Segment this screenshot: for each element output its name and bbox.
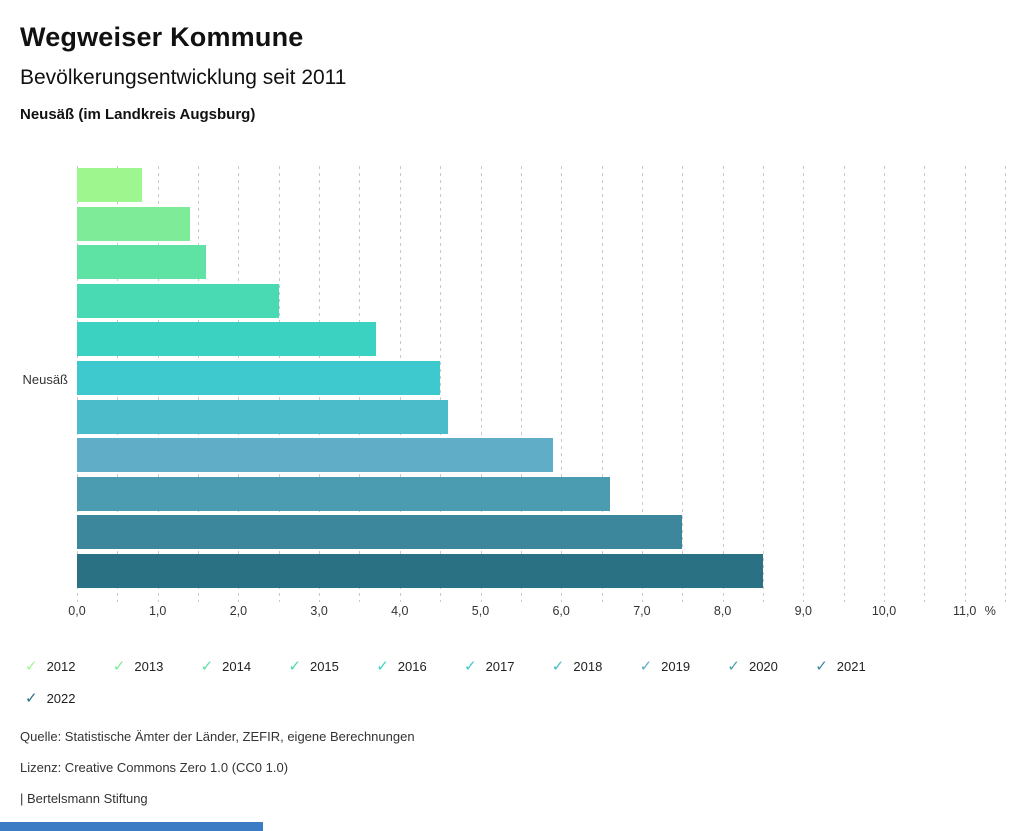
legend-item-2016[interactable]: ✓ 2016 bbox=[376, 657, 427, 675]
gridline bbox=[884, 166, 885, 602]
check-icon: ✓ bbox=[639, 657, 653, 675]
x-tick-label: 7,0 bbox=[633, 604, 651, 618]
gridline bbox=[803, 166, 805, 602]
gridline bbox=[762, 166, 764, 602]
bottom-partial-bar bbox=[0, 822, 263, 831]
x-tick-label: 4,0 bbox=[391, 604, 409, 618]
legend-item-2018[interactable]: ✓ 2018 bbox=[552, 657, 603, 675]
bar-2017[interactable] bbox=[77, 361, 441, 395]
gridline bbox=[480, 166, 482, 602]
legend-item-2014[interactable]: ✓ 2014 bbox=[201, 657, 252, 675]
check-icon: ✓ bbox=[288, 657, 301, 675]
check-icon: ✓ bbox=[551, 657, 565, 675]
x-tick-label: 3,0 bbox=[310, 604, 328, 618]
page-title: Wegweiser Kommune bbox=[20, 22, 304, 52]
legend-item-2019[interactable]: ✓ 2019 bbox=[640, 657, 691, 675]
legend-year-label: 2022 bbox=[46, 690, 76, 706]
attribution-note: | Bertelsmann Stiftung bbox=[20, 791, 148, 806]
legend-year-label: 2016 bbox=[397, 658, 427, 674]
check-icon: ✓ bbox=[727, 657, 740, 675]
gridline bbox=[1005, 166, 1007, 602]
gridline bbox=[682, 166, 684, 602]
bar-2015[interactable] bbox=[77, 283, 279, 318]
check-icon: ✓ bbox=[200, 657, 214, 675]
legend-item-2013[interactable]: ✓ 2013 bbox=[113, 657, 164, 675]
chart-title: Bevölkerungsentwicklung seit 2011 bbox=[20, 66, 347, 89]
legend-year-label: 2018 bbox=[573, 658, 603, 674]
legend-item-2021[interactable]: ✓ 2021 bbox=[815, 657, 866, 675]
bar-2019[interactable] bbox=[77, 438, 554, 473]
check-icon: ✓ bbox=[112, 657, 126, 675]
check-icon: ✓ bbox=[464, 657, 477, 675]
x-tick-label: 1,0 bbox=[148, 604, 167, 618]
legend-item-2012[interactable]: ✓ 2012 bbox=[25, 657, 76, 675]
legend-year-label: 2014 bbox=[222, 658, 252, 674]
legend-item-2020[interactable]: ✓ 2020 bbox=[727, 657, 778, 675]
x-tick-label: 0,0 bbox=[68, 604, 86, 618]
bar-2018[interactable] bbox=[77, 399, 449, 434]
legend-year-label: 2013 bbox=[134, 658, 164, 674]
gridline bbox=[722, 166, 724, 602]
x-tick-label: 2,0 bbox=[229, 604, 248, 618]
bar-2021[interactable] bbox=[77, 515, 683, 550]
gridline bbox=[964, 166, 966, 602]
x-tick-label: 6,0 bbox=[552, 604, 570, 618]
legend-year-label: 2021 bbox=[836, 658, 866, 674]
gridline bbox=[520, 166, 522, 602]
source-note: Quelle: Statistische Ämter der Länder, Z… bbox=[20, 729, 415, 744]
x-axis-unit-label: % bbox=[984, 604, 996, 618]
check-icon: ✓ bbox=[25, 689, 38, 707]
bar-2012[interactable] bbox=[77, 168, 142, 202]
legend-item-2017[interactable]: ✓ 2017 bbox=[464, 657, 515, 675]
x-tick-label: 5,0 bbox=[471, 604, 490, 618]
chart-region: Neusäß (im Landkreis Augsburg) bbox=[20, 106, 256, 123]
check-icon: ✓ bbox=[376, 657, 389, 675]
x-tick-label: 10,0 bbox=[871, 604, 897, 618]
legend-year-label: 2019 bbox=[661, 658, 691, 674]
gridline bbox=[843, 166, 845, 602]
gridline bbox=[924, 166, 926, 602]
legend-item-2022[interactable]: ✓ 2022 bbox=[25, 689, 76, 707]
check-icon: ✓ bbox=[815, 657, 828, 675]
legend-year-label: 2012 bbox=[46, 658, 76, 674]
bar-2014[interactable] bbox=[77, 245, 207, 280]
bar-2016[interactable] bbox=[77, 322, 376, 357]
legend-year-label: 2017 bbox=[485, 658, 515, 674]
check-icon: ✓ bbox=[25, 657, 38, 675]
y-axis-label: Neusäß bbox=[22, 372, 68, 387]
gridline bbox=[561, 166, 563, 602]
x-tick-label: 8,0 bbox=[713, 604, 732, 618]
plot-area: Neusäß 0,0 1,0 2,0 3,0 4,0 5,0 6,0 7,0 8,0 9,0 10,… bbox=[22, 166, 1007, 618]
gridline bbox=[641, 166, 643, 602]
legend-year-label: 2020 bbox=[748, 658, 778, 674]
legend-year-label: 2015 bbox=[309, 658, 339, 674]
gridline bbox=[601, 166, 603, 602]
x-tick-label: 9,0 bbox=[794, 604, 812, 618]
legend-item-2015[interactable]: ✓ 2015 bbox=[288, 657, 339, 675]
x-tick-label: 11,0 bbox=[952, 604, 977, 618]
bar-2013[interactable] bbox=[77, 206, 190, 241]
license-note: Lizenz: Creative Commons Zero 1.0 (CC0 1… bbox=[20, 760, 289, 775]
bar-2020[interactable] bbox=[77, 476, 610, 511]
gridline bbox=[440, 166, 442, 602]
bar-2022[interactable] bbox=[77, 554, 763, 588]
